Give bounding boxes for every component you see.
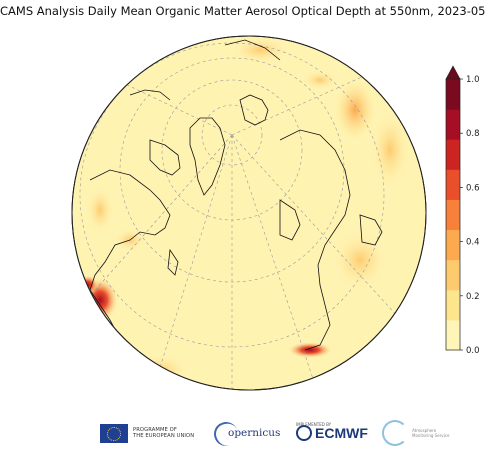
eu-flag-icon (100, 423, 128, 443)
copernicus-text: opernicus (228, 427, 281, 439)
colorbar-segment (446, 139, 460, 170)
ecmwf-logo: IMPLEMENTED BY ECMWF (296, 418, 368, 448)
chart-title: CAMS Analysis Daily Mean Organic Matter … (0, 4, 486, 18)
ecmwf-globe-icon (296, 425, 312, 441)
colorbar-segment (446, 109, 460, 140)
colorbar-tick-label: 1.0 (466, 75, 480, 85)
colorbar-tick-label: 0.4 (466, 238, 480, 248)
colorbar-extend-arrow (445, 65, 461, 80)
ecmwf-text: ECMWF (315, 425, 368, 441)
colorbar-ticks: 0.0 0.2 0.4 0.6 0.8 1.0 (460, 75, 480, 356)
colorbar-tick-label: 0.8 (466, 129, 480, 139)
colorbar-tick-label: 0.0 (466, 346, 480, 356)
atmosphere-text-line2: Monitoring Service (412, 433, 450, 438)
ecmwf-implemented-by: IMPLEMENTED BY (296, 422, 332, 427)
colorbar-segment (446, 199, 460, 231)
atmosphere-logo: Atmosphere Monitoring Service (382, 418, 449, 448)
colorbar-segment (446, 319, 460, 351)
colorbar-segment (446, 259, 460, 291)
footer-logos: PROGRAMME OF THE EUROPEAN UNION opernicu… (0, 418, 486, 450)
eu-text-line2: THE EUROPEAN UNION (133, 433, 195, 439)
colorbar-tick-label: 0.6 (466, 183, 480, 193)
copernicus-logo: opernicus (210, 418, 281, 450)
colorbar-blocks (446, 79, 460, 351)
atmosphere-text-line1: Atmosphere (412, 428, 437, 433)
copernicus-swoosh-icon (210, 418, 242, 450)
colorbar-segment (446, 289, 460, 321)
atmosphere-swirl-icon (382, 420, 408, 446)
eu-text-line1: PROGRAMME OF (133, 426, 177, 433)
colorbar-segment (446, 169, 460, 200)
colorbar-segment (446, 79, 460, 110)
colorbar-segment (446, 229, 460, 261)
eu-logo: PROGRAMME OF THE EUROPEAN UNION (100, 418, 194, 448)
colorbar-tick-label: 0.2 (466, 292, 480, 302)
